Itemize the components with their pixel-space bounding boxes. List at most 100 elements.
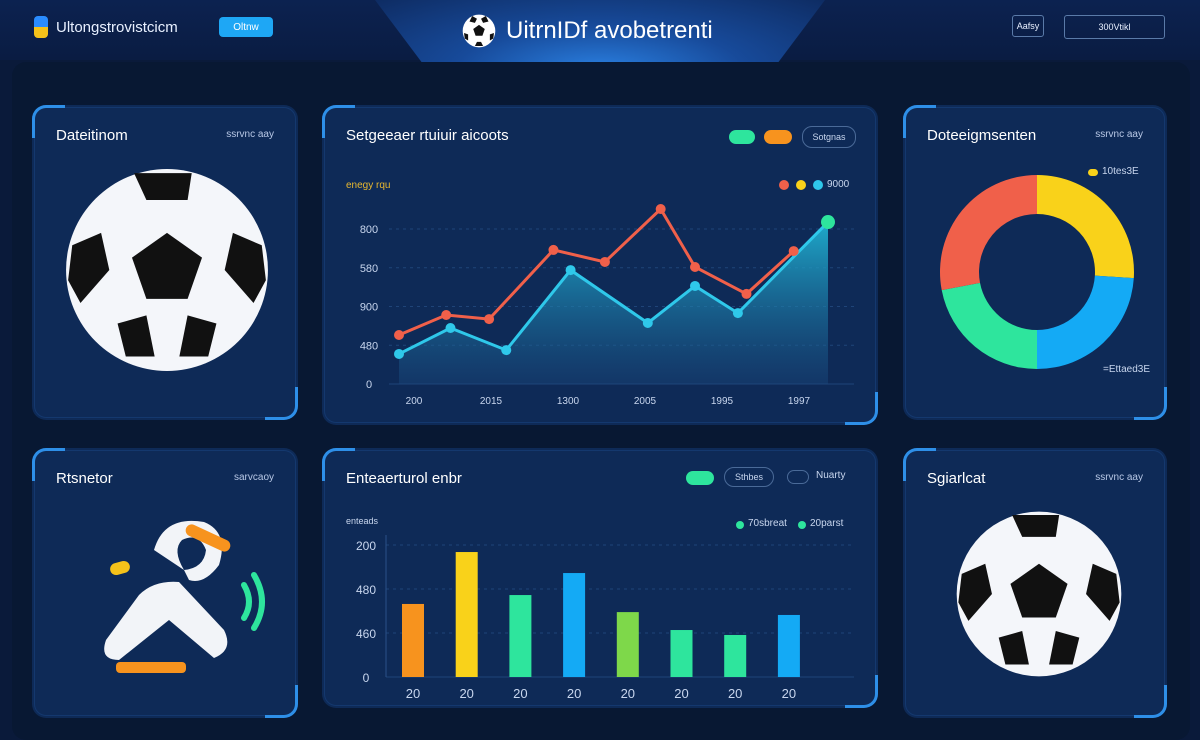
panel-ball-2: Sgiarlcat ssrvnc aay — [903, 448, 1167, 718]
bar — [563, 573, 586, 677]
legend-dot — [736, 521, 744, 529]
title-banner — [375, 0, 825, 72]
series-line-cyan — [398, 220, 830, 356]
data-point-cyan — [565, 265, 576, 276]
toggle-switch[interactable] — [787, 470, 809, 484]
player-kick-icon — [104, 520, 265, 673]
legend-value: 9000 — [827, 179, 850, 190]
data-point-cyan — [501, 345, 512, 356]
data-point-cyan — [732, 308, 743, 319]
brand[interactable]: Ultongstrovistcicm — [34, 16, 178, 38]
series-label: enegy rqu — [346, 180, 391, 191]
logo-icon — [34, 16, 48, 38]
x-tick-label: 20 — [728, 686, 742, 701]
panel-title: Enteaerturol enbr — [346, 470, 462, 487]
panel-ball-1: Dateitinom ssrvnc aay — [32, 105, 298, 420]
x-tick-label: 20 — [406, 686, 420, 701]
x-tick-label: 20 — [674, 686, 688, 701]
x-tick-label: 20 — [567, 686, 581, 701]
donut-slice-blue — [1037, 275, 1134, 369]
header-pill-button[interactable]: Oltnw — [219, 17, 273, 37]
panel-subtitle[interactable]: ssrvnc aay — [1095, 129, 1143, 140]
donut-slice-red — [940, 175, 1037, 291]
panel-line-chart: Setgeeaer rtuiuir aicoots Sotgnas enegy … — [322, 105, 878, 425]
data-point-red — [788, 246, 799, 257]
data-point-cyan — [642, 317, 653, 328]
panel-player: Rtsnetor sarvcaoy — [32, 448, 298, 718]
page-title: UitrnIDf avobetrenti — [462, 14, 713, 48]
data-point-cyan — [690, 280, 701, 291]
data-point-cyan — [445, 323, 456, 334]
x-tick-label: 1997 — [788, 396, 811, 407]
toggle-label: Nuarty — [816, 470, 846, 481]
legend-dot-yellow — [1088, 169, 1098, 176]
y-tick-label: 0 — [363, 671, 370, 685]
data-point-red — [441, 310, 452, 321]
legend-label: 70sbreat — [748, 518, 787, 529]
bar — [455, 552, 478, 677]
panel-subtitle[interactable]: ssrvnc aay — [1095, 472, 1143, 483]
data-point-red — [599, 256, 610, 267]
x-tick-label: 2005 — [634, 396, 657, 407]
legend-toggle-orange[interactable] — [764, 130, 792, 144]
filter-button[interactable]: Sthbes — [724, 467, 774, 487]
settings-button[interactable]: Sotgnas — [802, 126, 856, 148]
icon-button[interactable]: Aafsy — [1012, 15, 1044, 37]
data-point-red — [655, 204, 666, 215]
series-area-cyan — [399, 222, 828, 384]
bar — [670, 630, 693, 677]
panel-title: Rtsnetor — [56, 470, 113, 487]
data-point-red — [548, 244, 559, 255]
legend-dot-yellow — [796, 180, 806, 190]
panel-subtitle[interactable]: sarvcaoy — [233, 472, 274, 483]
bar — [777, 614, 800, 677]
donut-slice-yellow — [1037, 175, 1134, 279]
data-point-red — [741, 288, 752, 299]
legend-dot — [798, 521, 806, 529]
panel-title: Dateitinom — [56, 127, 128, 144]
data-point-cyan — [821, 215, 835, 230]
x-tick-label: 20 — [513, 686, 527, 701]
data-point-red — [690, 261, 701, 272]
y-tick-label: 580 — [360, 263, 378, 275]
y-tick-label: 200 — [356, 539, 376, 553]
legend-label: 20parst — [810, 518, 844, 529]
y-tick-label: 900 — [360, 302, 378, 314]
legend-toggle-green[interactable] — [729, 130, 755, 144]
title-text: UitrnIDf avobetrenti — [506, 17, 713, 44]
soccer-ball-icon — [462, 14, 496, 48]
panel-title: Doteeigmsenten — [927, 127, 1037, 144]
x-tick-label: 20 — [621, 686, 635, 701]
x-tick-label: 20 — [459, 686, 473, 701]
y-tick-label: 480 — [360, 340, 378, 352]
header-right-button[interactable]: 300Vtikl — [1064, 15, 1165, 39]
bar — [509, 595, 532, 677]
line-chart: 0 480 900 580 800 200 2015 1300 2005 1995 1997 — [360, 204, 854, 407]
legend-dot-red — [779, 180, 789, 190]
bar-chart: 0 460 480 200 20 20 20 20 20 20 20 20 — [356, 535, 854, 701]
panel-donut-chart: Doteeigmsenten ssrvnc aay 10tes3E =Ettae… — [903, 105, 1167, 420]
soccer-ball-icon — [956, 511, 1122, 677]
x-tick-label: 1300 — [557, 396, 580, 407]
brand-name: Ultongstrovistcicm — [56, 18, 178, 36]
panel-title: Sgiarlcat — [927, 470, 986, 487]
bar — [724, 634, 747, 677]
legend-top: 10tes3E — [1102, 166, 1139, 177]
panel-bar-chart: Enteaerturol enbr Sthbes Nuarty enteads … — [322, 448, 878, 708]
data-point-red — [484, 314, 495, 325]
y-axis-title: enteads — [346, 516, 379, 526]
y-tick-label: 460 — [356, 627, 376, 641]
x-tick-label: 1995 — [711, 396, 734, 407]
y-tick-label: 480 — [356, 583, 376, 597]
bar — [402, 603, 424, 677]
soccer-ball-icon — [66, 169, 268, 371]
x-tick-label: 200 — [406, 396, 423, 407]
panel-title: Setgeeaer rtuiuir aicoots — [346, 127, 509, 144]
x-tick-label: 2015 — [480, 396, 503, 407]
legend-toggle-green[interactable] — [686, 471, 714, 485]
bar — [616, 612, 639, 677]
donut-chart — [940, 175, 1134, 369]
x-tick-label: 20 — [782, 686, 796, 701]
legend-bottom: =Ettaed3E — [1103, 364, 1150, 375]
panel-subtitle[interactable]: ssrvnc aay — [226, 129, 274, 140]
